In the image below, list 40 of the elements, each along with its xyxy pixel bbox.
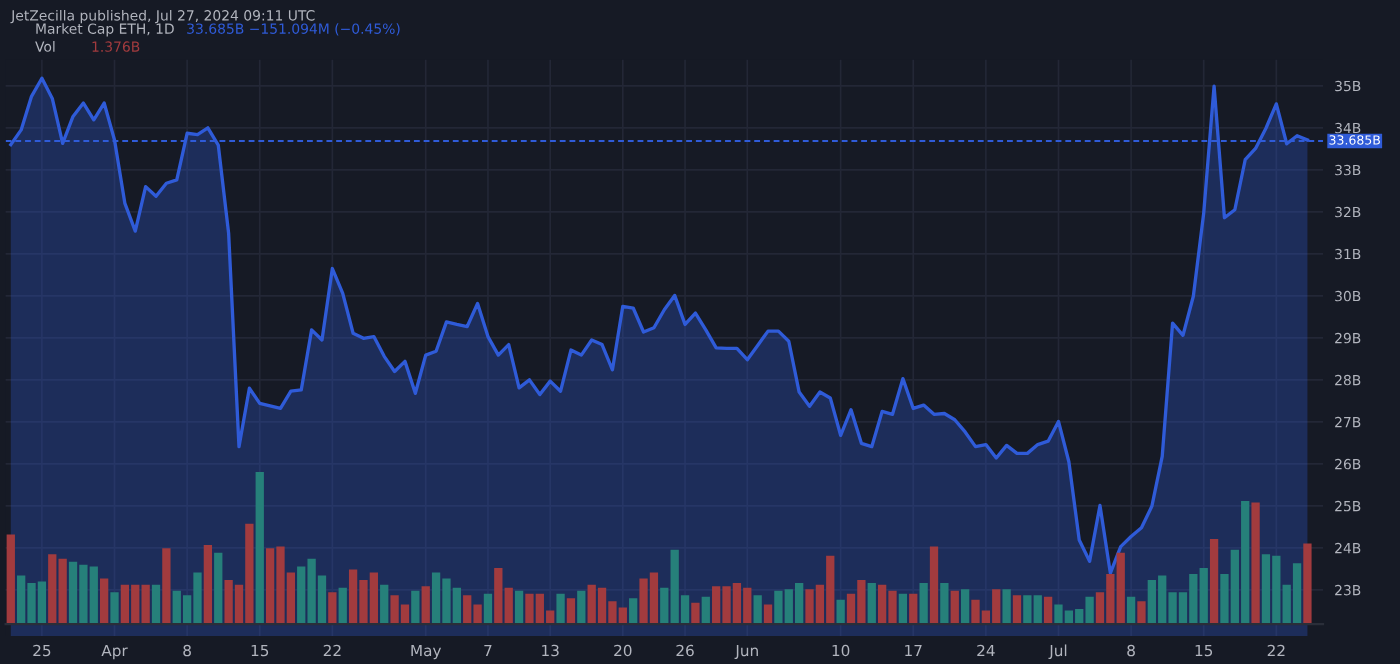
bar — [919, 583, 928, 625]
bar — [162, 548, 171, 625]
bar — [753, 595, 762, 625]
bar — [1012, 595, 1022, 625]
bar — [338, 587, 347, 625]
bar — [950, 590, 959, 625]
bar — [566, 598, 576, 625]
bar — [110, 592, 119, 625]
bar — [100, 578, 109, 625]
bar — [1137, 601, 1146, 625]
bar — [214, 552, 223, 625]
bar — [1126, 596, 1136, 625]
bar — [763, 604, 773, 625]
bar — [203, 545, 213, 625]
bar — [867, 583, 876, 625]
bar — [380, 584, 389, 625]
bar — [701, 596, 710, 625]
bar — [514, 590, 524, 625]
bar — [960, 589, 970, 625]
bar — [909, 593, 918, 625]
bar — [556, 593, 565, 625]
bar — [1002, 589, 1011, 625]
bar — [940, 583, 949, 625]
bar — [1209, 539, 1219, 625]
bar — [577, 590, 586, 625]
bar — [255, 472, 264, 625]
bar — [929, 546, 939, 625]
bar — [1043, 596, 1053, 625]
bar — [629, 598, 638, 625]
bar — [483, 593, 493, 625]
bar — [151, 584, 161, 625]
bar — [1251, 502, 1260, 625]
bar — [836, 599, 845, 625]
bar — [691, 602, 700, 625]
bar — [6, 534, 15, 625]
bar — [1303, 543, 1312, 625]
bar — [411, 590, 420, 625]
bar — [421, 586, 430, 625]
bar — [328, 592, 337, 625]
bar — [898, 593, 908, 625]
